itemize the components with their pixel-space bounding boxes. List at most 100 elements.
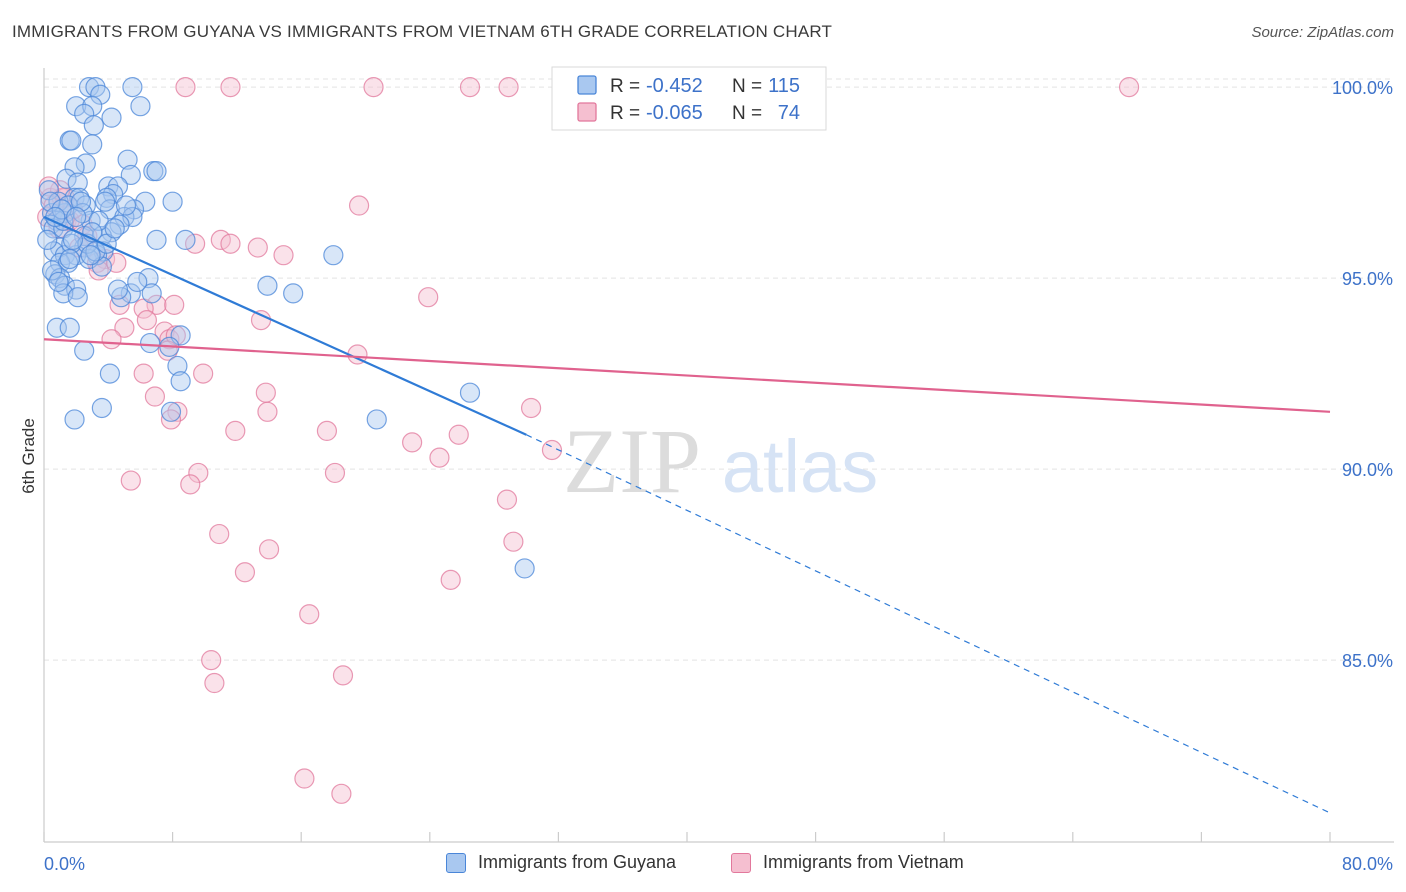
- series-guyana-points: [37, 76, 535, 579]
- stats-n-value: 74: [778, 102, 800, 124]
- data-point-vietnam: [193, 363, 214, 384]
- y-tick-label: 95.0%: [1342, 269, 1393, 289]
- data-point-guyana: [162, 191, 183, 212]
- data-point-guyana: [175, 229, 196, 250]
- data-point-guyana: [83, 115, 104, 136]
- series-vietnam-points: [37, 76, 1140, 804]
- data-point-guyana: [283, 283, 304, 304]
- data-point-guyana: [54, 275, 75, 296]
- data-point-vietnam: [316, 420, 338, 441]
- data-point-vietnam: [204, 672, 225, 694]
- stats-r-value: -0.452: [646, 75, 703, 97]
- data-point-guyana: [59, 248, 80, 270]
- data-point-vietnam: [348, 195, 370, 216]
- data-point-guyana: [167, 355, 188, 377]
- data-point-guyana: [80, 245, 101, 266]
- legend-swatch-vietnam: [731, 852, 751, 873]
- stats-r-label: R =: [610, 76, 640, 97]
- bottom-legend: Immigrants from Guyana Immigrants from V…: [0, 852, 1406, 878]
- data-point-vietnam: [247, 237, 268, 258]
- data-point-vietnam: [220, 76, 241, 98]
- data-point-guyana: [64, 409, 85, 430]
- data-point-guyana: [67, 172, 88, 193]
- y-tick-label: 85.0%: [1342, 651, 1393, 671]
- stats-n-label: N =: [732, 76, 762, 97]
- data-point-guyana: [67, 287, 88, 308]
- data-point-vietnam: [180, 474, 201, 495]
- data-point-guyana: [66, 96, 87, 117]
- trend-lines: [43, 215, 1331, 814]
- data-point-guyana: [104, 218, 125, 239]
- data-point-guyana: [75, 153, 96, 174]
- stats-legend-box: [551, 66, 827, 131]
- data-point-guyana: [91, 397, 112, 419]
- x-tick-label-min: 0.0%: [44, 854, 85, 874]
- data-point-guyana: [61, 130, 82, 151]
- stats-legend: R = -0.452 N = 115 R = -0.065 N = 74: [551, 66, 827, 131]
- data-point-guyana: [323, 245, 344, 266]
- data-point-vietnam: [1118, 76, 1140, 98]
- data-point-vietnam: [429, 447, 450, 468]
- data-point-vietnam: [120, 470, 141, 491]
- data-point-guyana: [141, 283, 162, 304]
- data-point-vietnam: [114, 317, 135, 338]
- data-point-vietnam: [520, 397, 542, 419]
- data-point-guyana: [99, 363, 121, 384]
- data-point-guyana: [56, 168, 77, 189]
- data-point-guyana: [146, 229, 167, 250]
- data-point-vietnam: [459, 76, 481, 98]
- watermark-atlas: atlas: [722, 425, 878, 508]
- data-point-guyana: [101, 107, 122, 128]
- data-point-guyana: [366, 409, 387, 430]
- data-point-guyana: [64, 157, 85, 178]
- data-point-guyana: [117, 149, 138, 170]
- data-point-vietnam: [440, 569, 461, 590]
- data-point-vietnam: [225, 420, 246, 441]
- data-point-guyana: [122, 206, 143, 228]
- data-point-guyana: [70, 191, 92, 212]
- stats-r-label: R =: [610, 103, 640, 124]
- legend-swatch-guyana: [446, 852, 466, 873]
- data-point-vietnam: [299, 604, 320, 625]
- data-point-vietnam: [234, 562, 256, 583]
- legend-item-guyana[interactable]: Immigrants from Guyana: [446, 852, 676, 873]
- data-point-guyana: [160, 401, 182, 422]
- data-point-vietnam: [503, 531, 524, 552]
- y-tick-label: 100.0%: [1332, 78, 1393, 98]
- data-point-vietnam: [324, 462, 346, 484]
- data-point-guyana: [138, 268, 159, 289]
- data-point-guyana: [48, 271, 69, 293]
- data-point-guyana: [459, 382, 481, 403]
- data-point-vietnam: [255, 382, 276, 403]
- data-point-vietnam: [294, 768, 315, 789]
- legend-label-guyana: Immigrants from Guyana: [478, 852, 677, 872]
- data-point-guyana: [257, 275, 278, 296]
- data-point-guyana: [170, 371, 191, 392]
- chart-title: IMMIGRANTS FROM GUYANA VS IMMIGRANTS FRO…: [12, 22, 833, 41]
- trend-line-vietnam: [43, 338, 1331, 413]
- data-point-vietnam: [220, 233, 241, 254]
- y-tick-label: 90.0%: [1342, 460, 1393, 480]
- data-point-guyana: [514, 558, 535, 579]
- data-point-vietnam: [160, 409, 182, 430]
- data-point-guyana: [146, 161, 167, 182]
- trend-line-extension-guyana: [525, 434, 1331, 814]
- data-point-vietnam: [133, 363, 154, 384]
- data-point-guyana: [82, 134, 103, 155]
- data-point-guyana: [74, 340, 95, 361]
- data-point-vietnam: [201, 649, 222, 671]
- data-point-guyana: [66, 206, 87, 228]
- data-point-guyana: [122, 76, 143, 98]
- data-point-guyana: [115, 195, 137, 216]
- data-point-guyana: [130, 96, 151, 117]
- data-point-vietnam: [258, 539, 280, 560]
- data-point-guyana: [139, 332, 161, 354]
- data-point-vietnam: [331, 783, 352, 804]
- data-point-vietnam: [332, 665, 354, 686]
- stats-swatch-guyana: [577, 75, 597, 95]
- data-point-guyana: [37, 229, 58, 250]
- data-point-vietnam: [498, 76, 519, 98]
- legend-item-vietnam[interactable]: Immigrants from Vietnam: [731, 852, 964, 873]
- data-point-vietnam: [541, 439, 563, 461]
